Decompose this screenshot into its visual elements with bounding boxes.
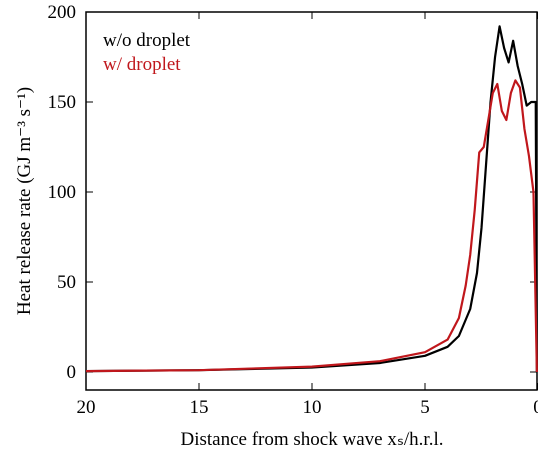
y-tick-label: 100 <box>48 182 77 203</box>
x-tick-label: 5 <box>420 397 430 418</box>
x-axis-label: Distance from shock wave xₛ/h.r.l. <box>181 429 444 450</box>
y-tick-label: 50 <box>57 272 76 293</box>
x-tick-label: 10 <box>303 397 322 418</box>
y-tick-label: 150 <box>48 92 77 113</box>
x-tick-label: 20 <box>77 397 96 418</box>
data-line <box>85 79 538 373</box>
legend-entry: w/o droplet <box>103 30 191 51</box>
y-tick-label: 0 <box>67 362 77 383</box>
x-tick-label: 0 <box>533 397 538 418</box>
y-tick-label: 200 <box>48 2 77 23</box>
data-line <box>85 25 538 373</box>
legend-entry: w/ droplet <box>103 54 181 75</box>
x-tick-label: 15 <box>190 397 209 418</box>
y-axis-label: Heat release rate (GJ m⁻³ s⁻¹) <box>14 87 35 315</box>
